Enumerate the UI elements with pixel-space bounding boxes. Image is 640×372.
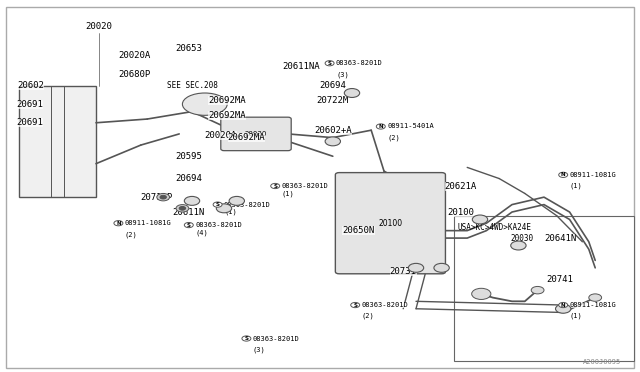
Text: (3): (3) bbox=[253, 346, 266, 353]
Text: 08363-8201D: 08363-8201D bbox=[282, 183, 328, 189]
Circle shape bbox=[559, 172, 568, 177]
Circle shape bbox=[114, 221, 123, 226]
Circle shape bbox=[556, 304, 571, 313]
FancyBboxPatch shape bbox=[6, 7, 634, 368]
Text: (1): (1) bbox=[224, 209, 237, 215]
Text: 20650N: 20650N bbox=[342, 226, 374, 235]
Text: (4): (4) bbox=[195, 229, 208, 236]
Text: 20692MA: 20692MA bbox=[209, 96, 246, 105]
Text: S: S bbox=[244, 336, 248, 341]
Text: 20100: 20100 bbox=[378, 219, 403, 228]
Text: (3): (3) bbox=[336, 71, 349, 78]
Text: 20691: 20691 bbox=[16, 100, 43, 109]
Text: 20020A: 20020A bbox=[205, 131, 237, 140]
Text: 20692MA: 20692MA bbox=[209, 111, 246, 120]
Text: 08911-1081G: 08911-1081G bbox=[570, 302, 616, 308]
Text: (2): (2) bbox=[362, 313, 374, 320]
Text: 20611N: 20611N bbox=[173, 208, 205, 217]
Circle shape bbox=[216, 204, 232, 213]
Text: 20030: 20030 bbox=[510, 234, 533, 243]
Circle shape bbox=[376, 124, 385, 129]
Text: 20722M: 20722M bbox=[317, 96, 349, 105]
Circle shape bbox=[157, 193, 170, 201]
Text: (2): (2) bbox=[387, 134, 400, 141]
Circle shape bbox=[472, 215, 488, 224]
Text: (1): (1) bbox=[570, 313, 582, 320]
Text: 20694: 20694 bbox=[319, 81, 346, 90]
Text: 20595: 20595 bbox=[175, 152, 202, 161]
Circle shape bbox=[160, 195, 166, 199]
Text: N: N bbox=[561, 172, 566, 177]
Text: 20694: 20694 bbox=[175, 174, 202, 183]
Text: 08363-8201D: 08363-8201D bbox=[224, 202, 271, 208]
Text: N: N bbox=[561, 302, 566, 308]
Text: 20641N: 20641N bbox=[544, 234, 576, 243]
FancyBboxPatch shape bbox=[335, 173, 445, 274]
Text: 20621A: 20621A bbox=[445, 182, 477, 190]
Circle shape bbox=[589, 294, 602, 301]
Text: 20680P: 20680P bbox=[118, 70, 150, 79]
Circle shape bbox=[434, 263, 449, 272]
Circle shape bbox=[531, 286, 544, 294]
Text: (1): (1) bbox=[282, 190, 294, 197]
Text: 08911-1081G: 08911-1081G bbox=[570, 172, 616, 178]
Text: 20602+A: 20602+A bbox=[314, 126, 351, 135]
Text: N: N bbox=[116, 221, 121, 226]
Circle shape bbox=[229, 196, 244, 205]
FancyBboxPatch shape bbox=[19, 86, 96, 197]
Text: 20020: 20020 bbox=[86, 22, 113, 31]
Circle shape bbox=[351, 302, 360, 308]
Circle shape bbox=[325, 61, 334, 66]
Text: 08911-1081G: 08911-1081G bbox=[125, 220, 172, 226]
Ellipse shape bbox=[182, 93, 227, 115]
Circle shape bbox=[184, 222, 193, 228]
Circle shape bbox=[511, 241, 526, 250]
Text: 08363-8201D: 08363-8201D bbox=[336, 60, 383, 66]
Text: 20030: 20030 bbox=[245, 131, 267, 137]
FancyBboxPatch shape bbox=[221, 117, 291, 151]
Circle shape bbox=[213, 202, 222, 207]
Text: 20020A: 20020A bbox=[118, 51, 150, 60]
Text: 20692MA: 20692MA bbox=[228, 133, 265, 142]
Text: S: S bbox=[353, 302, 357, 308]
Text: 20741: 20741 bbox=[547, 275, 573, 283]
Circle shape bbox=[179, 206, 186, 210]
Text: 20602: 20602 bbox=[17, 81, 44, 90]
Text: 20100: 20100 bbox=[447, 208, 474, 217]
Text: 20691: 20691 bbox=[16, 118, 43, 127]
Text: 08363-8201D: 08363-8201D bbox=[362, 302, 408, 308]
Circle shape bbox=[325, 137, 340, 146]
Circle shape bbox=[176, 205, 189, 212]
Circle shape bbox=[242, 336, 251, 341]
Text: 20611NA: 20611NA bbox=[282, 62, 319, 71]
Circle shape bbox=[472, 288, 491, 299]
Text: 08911-5401A: 08911-5401A bbox=[387, 124, 434, 129]
Text: S: S bbox=[216, 202, 220, 207]
Circle shape bbox=[408, 263, 424, 272]
Text: 20653: 20653 bbox=[175, 44, 202, 53]
Text: N: N bbox=[378, 124, 383, 129]
Circle shape bbox=[271, 183, 280, 189]
Text: S: S bbox=[328, 61, 332, 66]
Text: S: S bbox=[273, 183, 277, 189]
Text: USA>KC>4WD>KA24E: USA>KC>4WD>KA24E bbox=[458, 223, 532, 232]
Text: A200J0095: A200J0095 bbox=[582, 359, 621, 365]
FancyBboxPatch shape bbox=[454, 216, 634, 361]
Text: 08363-8201D: 08363-8201D bbox=[253, 336, 300, 341]
Text: 08363-8201D: 08363-8201D bbox=[195, 222, 242, 228]
Circle shape bbox=[344, 89, 360, 97]
Text: 20711P: 20711P bbox=[141, 193, 173, 202]
Text: S: S bbox=[187, 222, 191, 228]
Text: (1): (1) bbox=[570, 183, 582, 189]
Text: (2): (2) bbox=[125, 231, 138, 238]
Circle shape bbox=[184, 196, 200, 205]
Text: 20731: 20731 bbox=[390, 267, 417, 276]
Circle shape bbox=[559, 302, 568, 308]
Text: SEE SEC.208: SEE SEC.208 bbox=[166, 81, 218, 90]
